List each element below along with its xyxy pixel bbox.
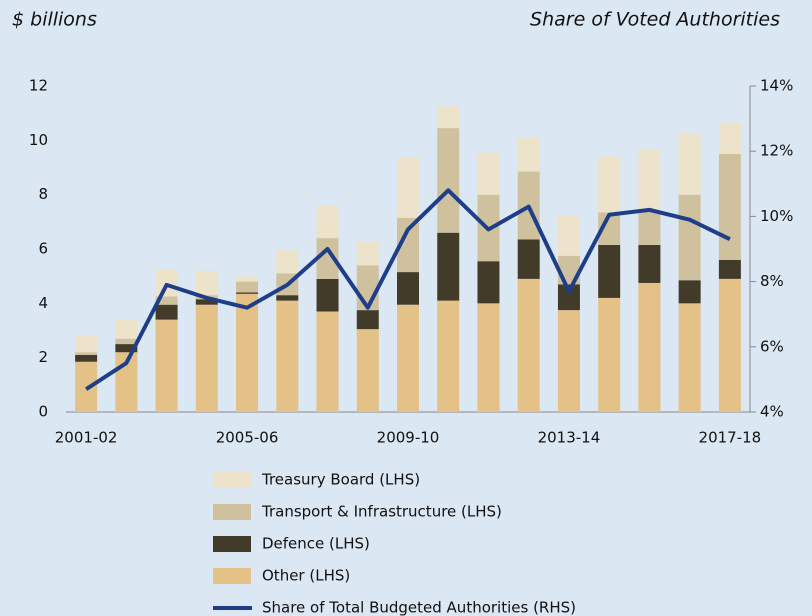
bar-segment <box>477 303 500 412</box>
y2-axis-label: Share of Voted Authorities <box>530 9 780 31</box>
bar-segment <box>155 296 178 305</box>
legend-swatch <box>213 504 251 520</box>
bar-segment <box>718 259 741 279</box>
y-tick-label: 10 <box>29 131 48 149</box>
bar-segment <box>236 281 259 293</box>
bar-segment <box>195 270 218 296</box>
bar-segment <box>557 215 580 256</box>
bar-segment <box>195 304 218 412</box>
bar-segment <box>517 137 540 172</box>
legend-swatch <box>213 568 251 584</box>
bar-segment <box>598 244 621 298</box>
legend-swatch <box>213 472 251 488</box>
bar-segment <box>75 352 98 355</box>
bar-segment <box>638 210 661 245</box>
bar-segment <box>397 304 419 412</box>
bar-segment <box>638 282 661 412</box>
bar-segment <box>397 272 419 305</box>
bar-segment <box>557 310 580 412</box>
bar-segment <box>437 232 460 301</box>
bar-segment <box>638 244 661 283</box>
bar-segment <box>356 310 379 330</box>
bar-segment <box>638 149 661 211</box>
bar-segment <box>356 242 379 266</box>
y-tick-label: 0 <box>38 403 48 421</box>
bar-segment <box>316 278 339 312</box>
bar-segment <box>155 319 178 412</box>
bar-segment <box>718 153 741 260</box>
bar-segment <box>718 122 741 154</box>
bar-segment <box>236 293 259 412</box>
bar-segment <box>678 194 701 281</box>
bar-segment <box>236 276 259 282</box>
x-tick-label: 2005-06 <box>216 429 279 447</box>
bar-segment <box>195 299 218 305</box>
y2-tick-label: 6% <box>760 337 784 355</box>
bar-segment <box>316 311 339 412</box>
bar-segment <box>437 128 460 233</box>
bar-segment <box>397 157 419 218</box>
bar-segment <box>236 292 259 294</box>
bar-segment <box>75 354 98 362</box>
legend-label: Share of Total Budgeted Authorities (RHS… <box>262 599 576 616</box>
bar-segment <box>437 300 460 412</box>
bar-segment <box>598 156 621 213</box>
legend-label: Other (LHS) <box>262 567 350 585</box>
y-tick-label: 12 <box>29 77 48 95</box>
bar-segment <box>115 338 138 345</box>
bar-segment <box>276 300 299 412</box>
y2-tick-label: 10% <box>760 207 793 225</box>
y2-tick-label: 4% <box>760 403 784 421</box>
bar-segment <box>678 280 701 304</box>
y-tick-label: 4 <box>38 294 48 312</box>
bar-segment <box>598 212 621 245</box>
y2-tick-label: 14% <box>760 77 793 95</box>
bar-segment <box>316 205 339 239</box>
y2-tick-label: 12% <box>760 142 793 160</box>
line-series <box>85 188 731 391</box>
bar-segment <box>477 152 500 195</box>
bar-segment <box>557 284 580 311</box>
y-tick-label: 6 <box>38 240 48 258</box>
bar-segment <box>517 239 540 279</box>
bar-segment <box>678 303 701 412</box>
bar-segment <box>356 329 379 412</box>
bar-segment <box>115 344 138 353</box>
legend-label: Transport & Infrastructure (LHS) <box>261 503 502 521</box>
y-tick-label: 2 <box>38 348 48 366</box>
x-tick-label: 2017-18 <box>699 429 762 447</box>
x-tick-label: 2001-02 <box>55 429 118 447</box>
x-tick-label: 2009-10 <box>377 429 440 447</box>
bar-segment <box>316 238 339 279</box>
y-axis-label: $ billions <box>12 9 97 31</box>
bar-segment <box>75 335 98 353</box>
bar-segment <box>115 319 138 339</box>
bar-segment <box>155 304 178 320</box>
legend-label: Defence (LHS) <box>262 535 370 553</box>
y2-tick-label: 8% <box>760 272 784 290</box>
legend-swatch <box>213 536 251 552</box>
x-tick-label: 2013-14 <box>538 429 601 447</box>
bar-segment <box>276 250 299 274</box>
bar-segment <box>718 278 741 412</box>
bar-segment <box>477 261 500 304</box>
bar-segment <box>397 217 419 273</box>
bar-segment <box>678 133 701 195</box>
y-tick-label: 8 <box>38 185 48 203</box>
bar-segment <box>598 297 621 412</box>
bar-segment <box>276 295 299 301</box>
legend-label: Treasury Board (LHS) <box>261 471 420 489</box>
bar-segment <box>517 278 540 412</box>
bar-segment <box>437 106 460 129</box>
